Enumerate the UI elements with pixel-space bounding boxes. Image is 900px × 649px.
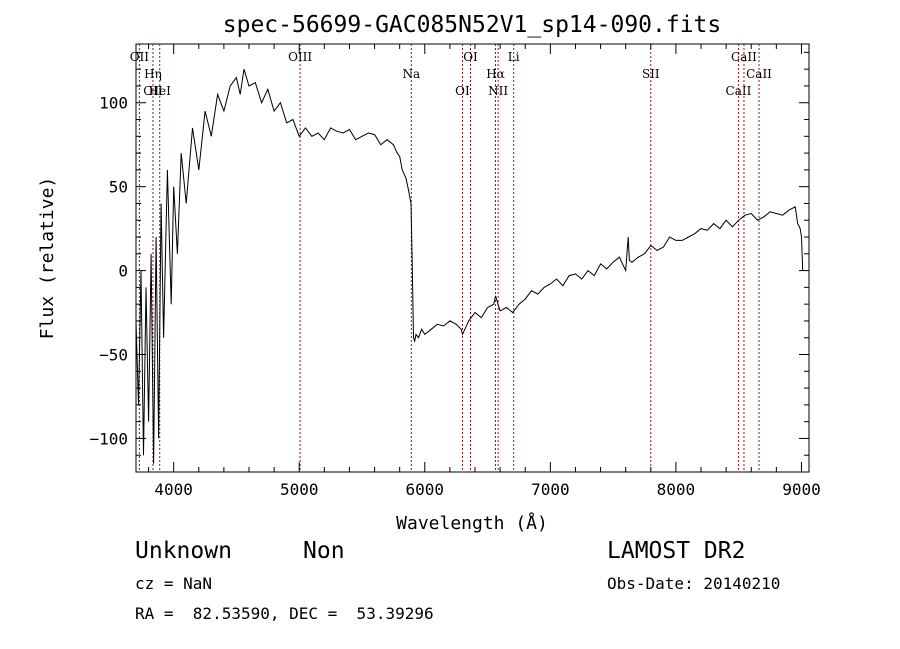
spectral-line-label: OI [455,84,470,98]
y-tick-label: 100 [99,94,128,113]
spectral-line-label: SII [642,67,660,81]
object-subclass: Non [303,538,345,564]
observation-date: Obs-Date: 20140210 [607,574,781,593]
spectral-line-label: Na [403,67,421,81]
x-tick-label: 7000 [531,480,570,499]
spectral-line-label: NII [488,84,508,98]
x-tick-label: 8000 [657,480,696,499]
spectral-line-label: OII [143,84,163,98]
spectrum-line [135,69,804,464]
spectral-line-label: Hα [486,67,505,81]
spectral-line-label: CaII [726,84,752,98]
x-axis-label: Wavelength (Å) [396,512,548,534]
line-markers: OIIHηOIIHeIOIIINaOIOIHαNIILiSIICaIICaIIC… [130,44,772,472]
y-tick-label: 50 [109,178,128,197]
redshift-cz: cz = NaN [135,574,213,593]
spectral-line-label: OII [130,50,150,64]
x-tick-label: 9000 [782,480,821,499]
spectral-line-label: CaII [731,50,757,64]
y-tick-label: −100 [89,429,128,448]
x-tick-label: 4000 [154,480,193,499]
x-tick-label: 6000 [406,480,445,499]
spectral-line-label: OI [463,50,478,64]
y-tick-label: −50 [99,346,128,365]
chart-title: spec-56699-GAC085N52V1_sp14-090.fits [223,12,722,38]
axis-ticks: 4000 5000 6000 7000 8000 9000 −100 −50 0 50 100 [89,44,821,499]
survey-name: LAMOST DR2 [607,538,746,564]
spectral-line-label: CaII [746,67,772,81]
object-class: Unknown [135,538,232,564]
x-tick-label: 5000 [280,480,319,499]
coordinates: RA = 82.53590, DEC = 53.39296 [135,604,434,623]
plot-frame [135,43,810,473]
spectral-line-label: Li [508,50,520,64]
y-axis-label: Flux (relative) [37,177,58,340]
y-tick-label: 0 [118,262,128,281]
spectral-line-label: HeI [149,84,172,98]
spectral-line-label: Hη [144,67,162,81]
spectral-line-label: OIII [288,50,312,64]
